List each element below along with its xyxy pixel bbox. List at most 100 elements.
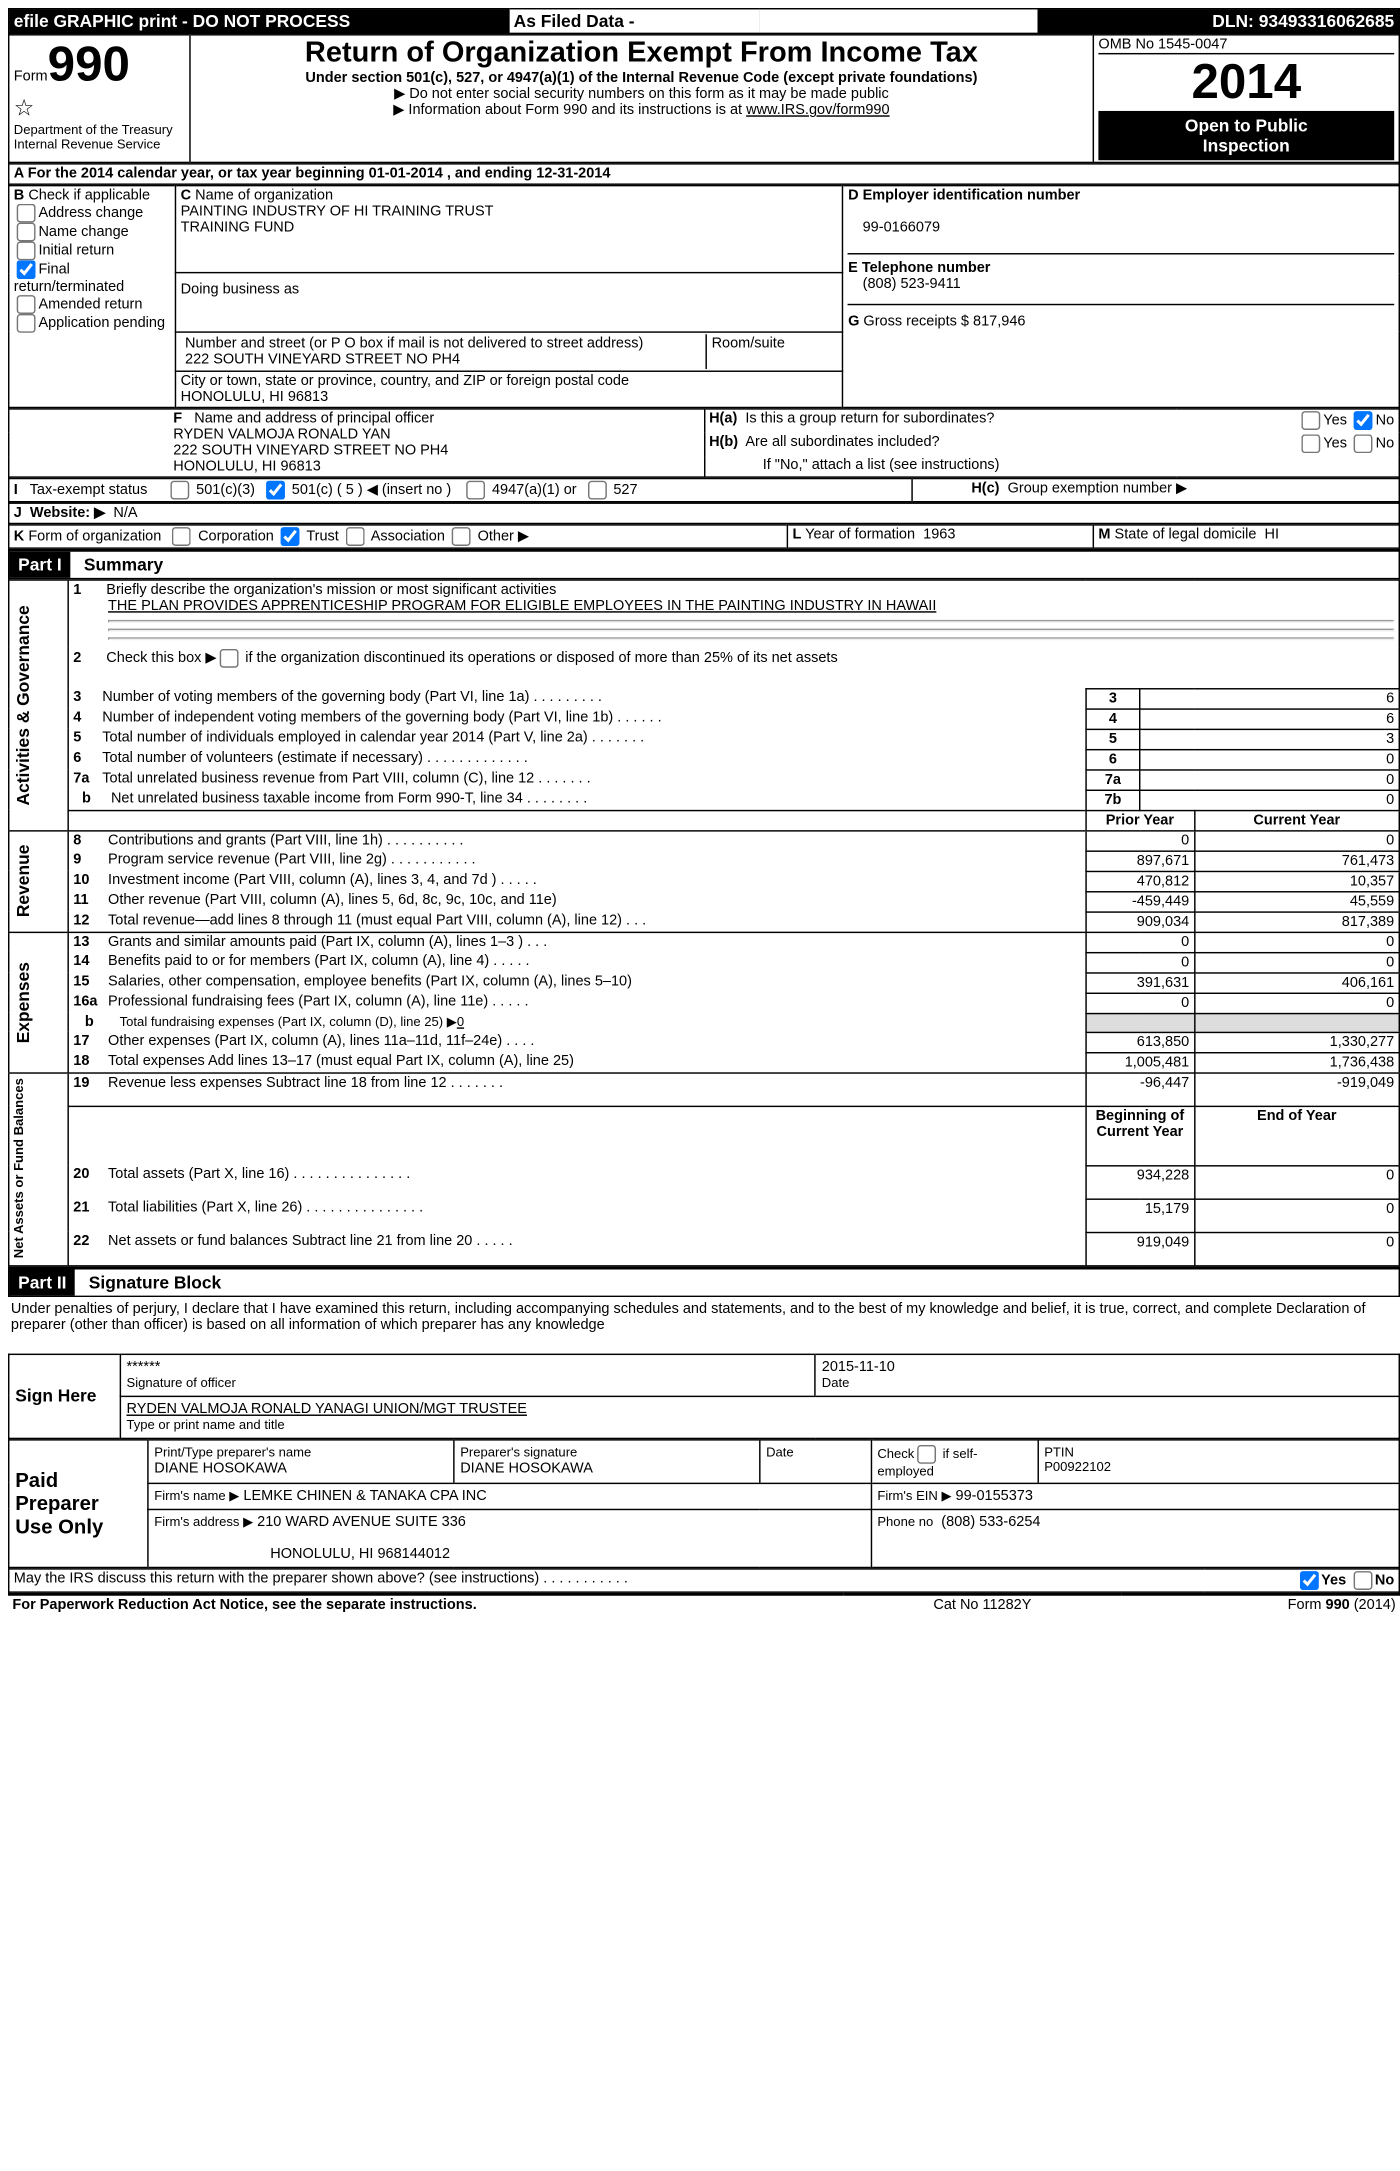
- ha-label: H(a): [709, 410, 737, 426]
- year-formation: 1963: [923, 526, 955, 542]
- discuss-no-checkbox[interactable]: [1353, 1571, 1372, 1590]
- prep-name-label: Print/Type preparer's name: [154, 1445, 311, 1460]
- l22-text: Net assets or fund balances Subtract lin…: [108, 1233, 472, 1249]
- hc-label: H(c): [971, 480, 999, 496]
- l2-num: 2: [73, 650, 102, 666]
- l16b-text: Total fundraising expenses (Part IX, col…: [120, 1014, 457, 1029]
- discuss-no: No: [1375, 1572, 1394, 1588]
- state-domicile: HI: [1264, 526, 1279, 542]
- ha-no-checkbox[interactable]: [1354, 410, 1373, 429]
- app-pending-checkbox[interactable]: [17, 314, 36, 333]
- 501c3-label: 501(c)(3): [196, 482, 255, 498]
- omb-number: OMB No 1545-0047: [1098, 37, 1394, 54]
- l16b-num: b: [73, 1014, 119, 1030]
- irs-link[interactable]: www.IRS.gov/form990: [746, 102, 889, 118]
- l2-checkbox[interactable]: [219, 648, 238, 667]
- l7b-col: 7b: [1086, 790, 1141, 810]
- 527-checkbox[interactable]: [588, 480, 607, 499]
- corp-checkbox[interactable]: [172, 526, 191, 545]
- tax-year: 2014: [1098, 54, 1394, 111]
- sig-stars: ******: [126, 1359, 160, 1375]
- discuss-row: May the IRS discuss this return with the…: [8, 1568, 1400, 1593]
- org-name-label: Name of organization: [195, 188, 333, 204]
- firm-name-label: Firm's name ▶: [154, 1488, 239, 1503]
- l9-p: 897,671: [1086, 850, 1195, 870]
- l13-c: 0: [1194, 932, 1399, 952]
- current-year-hdr: Current Year: [1194, 810, 1399, 830]
- l21-p: 15,179: [1086, 1199, 1195, 1232]
- section-g-label: G: [848, 314, 859, 330]
- l5-text: Total number of individuals employed in …: [102, 730, 588, 746]
- amended-return-checkbox[interactable]: [17, 295, 36, 314]
- website-label: Website: ▶: [30, 505, 105, 521]
- part1-title: Summary: [75, 554, 163, 574]
- l13-num: 13: [73, 934, 108, 950]
- l13-text: Grants and similar amounts paid (Part IX…: [108, 934, 523, 950]
- l11-text: Other revenue (Part VIII, column (A), li…: [108, 893, 557, 909]
- self-employed-checkbox[interactable]: [917, 1445, 936, 1464]
- assoc-checkbox[interactable]: [346, 526, 365, 545]
- declaration-text: Under penalties of perjury, I declare th…: [8, 1297, 1400, 1354]
- ha-yes-checkbox[interactable]: [1302, 410, 1321, 429]
- l19-p: -96,447: [1086, 1072, 1195, 1105]
- l6-text: Total number of volunteers (estimate if …: [102, 750, 423, 766]
- as-filed: As Filed Data -: [509, 9, 759, 34]
- ha-text: Is this a group return for subordinates?: [745, 410, 994, 426]
- part2-header-row: Part II Signature Block: [8, 1266, 1400, 1296]
- 501c-checkbox[interactable]: [266, 480, 285, 499]
- prep-sig: DIANE HOSOKAWA: [460, 1460, 593, 1476]
- l16a-text: Professional fundraising fees (Part IX, …: [108, 994, 488, 1010]
- section-b-label: B: [14, 188, 24, 204]
- l14-num: 14: [73, 953, 108, 969]
- hb-yes-checkbox[interactable]: [1302, 434, 1321, 453]
- hb-label: H(b): [709, 434, 738, 450]
- ptin-label: PTIN: [1044, 1445, 1074, 1460]
- initial-return-checkbox[interactable]: [17, 241, 36, 260]
- l2-text2: if the organization discontinued its ope…: [245, 650, 837, 666]
- l19-text: Revenue less expenses Subtract line 18 f…: [108, 1074, 447, 1090]
- section-j: J Website: ▶ N/A: [8, 502, 1400, 524]
- assoc-label: Association: [371, 528, 445, 544]
- prep-date-label: Date: [760, 1439, 871, 1483]
- l18-text: Total expenses Add lines 13–17 (must equ…: [108, 1053, 574, 1069]
- 4947-label: 4947(a)(1) or: [492, 482, 577, 498]
- l15-num: 15: [73, 974, 108, 990]
- part2-label: Part II: [9, 1269, 75, 1295]
- room-suite-label: Room/suite: [706, 334, 837, 369]
- l16a-p: 0: [1086, 993, 1195, 1013]
- officer-name: RYDEN VALMOJA RONALD YAN: [14, 426, 391, 442]
- final-return-checkbox[interactable]: [17, 260, 36, 279]
- l7a-col: 7a: [1086, 769, 1141, 789]
- irs-label: Internal Revenue Service: [14, 137, 185, 152]
- 501c3-checkbox[interactable]: [170, 480, 189, 499]
- street-addr: 222 SOUTH VINEYARD STREET NO PH4: [185, 351, 460, 367]
- l8-num: 8: [73, 832, 108, 848]
- j-label: J: [14, 505, 22, 521]
- trust-checkbox[interactable]: [281, 526, 300, 545]
- discuss-yes-checkbox[interactable]: [1299, 1571, 1318, 1590]
- m-label: M: [1098, 526, 1110, 542]
- officer-printed-name: RYDEN VALMOJA RONALD YANAGI UNION/MGT TR…: [126, 1401, 526, 1417]
- l3-col: 3: [1086, 688, 1141, 708]
- l21-text: Total liabilities (Part X, line 26): [108, 1200, 302, 1216]
- hb-text: Are all subordinates included?: [745, 434, 939, 450]
- other-checkbox[interactable]: [452, 526, 471, 545]
- website-value: N/A: [113, 505, 137, 521]
- firm-addr-label: Firm's address ▶: [154, 1514, 253, 1529]
- address-change-checkbox[interactable]: [17, 204, 36, 223]
- firm-phone-label: Phone no: [877, 1514, 933, 1529]
- form-title: Return of Organization Exempt From Incom…: [195, 37, 1089, 70]
- hb-no-checkbox[interactable]: [1354, 434, 1373, 453]
- trust-label: Trust: [306, 528, 339, 544]
- paid-preparer-label: Paid Preparer Use Only: [9, 1439, 148, 1567]
- name-change-checkbox[interactable]: [17, 223, 36, 242]
- l11-p: -459,449: [1086, 891, 1195, 911]
- state-domicile-label: State of legal domicile: [1115, 526, 1257, 542]
- form-subtitle: Under section 501(c), 527, or 4947(a)(1)…: [195, 70, 1089, 86]
- l9-num: 9: [73, 852, 108, 868]
- l3-text: Number of voting members of the governin…: [102, 690, 529, 706]
- 4947-checkbox[interactable]: [466, 480, 485, 499]
- other-label: Other ▶: [478, 528, 529, 544]
- sig-date-value: 2015-11-10: [822, 1359, 895, 1375]
- prep-name: DIANE HOSOKAWA: [154, 1460, 287, 1476]
